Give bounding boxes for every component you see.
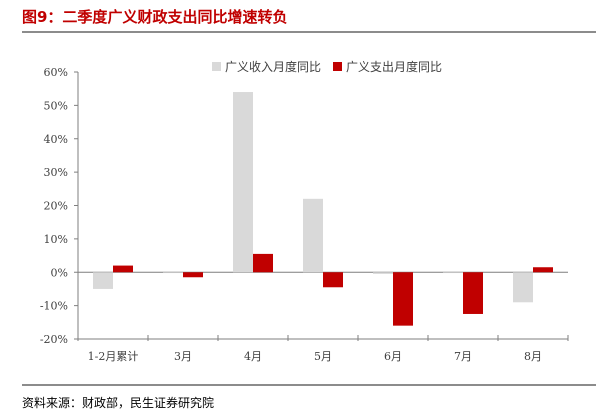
revenue-bar — [303, 198, 323, 273]
chart-bars — [93, 92, 553, 326]
legend-label-revenue: 广义收入月度同比 — [225, 59, 321, 74]
x-tick-label: 1-2月累计 — [88, 350, 139, 363]
y-tick-label: 10% — [44, 233, 68, 246]
expenditure-bar — [183, 272, 203, 278]
expenditure-bar — [533, 267, 553, 273]
x-tick-label: 4月 — [244, 350, 262, 363]
y-tick-label: -20% — [40, 333, 68, 346]
x-tick-label: 7月 — [454, 350, 472, 363]
source-note: 资料来源：财政部，民生证券研究院 — [22, 396, 215, 410]
title-divider — [22, 31, 596, 33]
y-tick-label: 40% — [44, 133, 68, 146]
legend-swatch-revenue — [212, 62, 221, 71]
expenditure-bar — [393, 272, 413, 326]
chart-legend: 广义收入月度同比 广义支出月度同比 — [212, 59, 442, 74]
figure-title: 图9：二季度广义财政支出同比增速转负 — [22, 8, 288, 26]
x-tick-label: 8月 — [524, 350, 542, 363]
revenue-bar — [93, 272, 113, 289]
expenditure-bar — [253, 253, 273, 273]
revenue-bar — [513, 272, 533, 303]
y-tick-label: -10% — [40, 300, 68, 313]
y-tick-label: 30% — [44, 166, 68, 179]
revenue-bar — [443, 272, 463, 274]
revenue-bar — [233, 92, 253, 273]
revenue-bar — [373, 272, 393, 274]
legend-label-expenditure: 广义支出月度同比 — [346, 59, 442, 74]
y-tick-label: 60% — [44, 66, 68, 79]
y-tick-label: 0% — [51, 266, 68, 279]
source-divider — [22, 384, 596, 386]
y-tick-label: 20% — [44, 200, 68, 213]
x-tick-label: 3月 — [174, 350, 192, 363]
chart-axes: -20% -10% 0% 10% 20% 30% 40% 50% 60% 1-2月累计 3月 4月 5月… — [40, 66, 569, 363]
expenditure-bar — [323, 272, 343, 288]
x-tick-label: 5月 — [314, 350, 332, 363]
y-tick-label: 50% — [44, 99, 68, 112]
x-tick-label: 6月 — [384, 350, 402, 363]
revenue-bar — [163, 272, 183, 274]
expenditure-bar — [463, 272, 483, 314]
expenditure-bar — [113, 265, 133, 273]
legend-swatch-expenditure — [333, 62, 342, 71]
